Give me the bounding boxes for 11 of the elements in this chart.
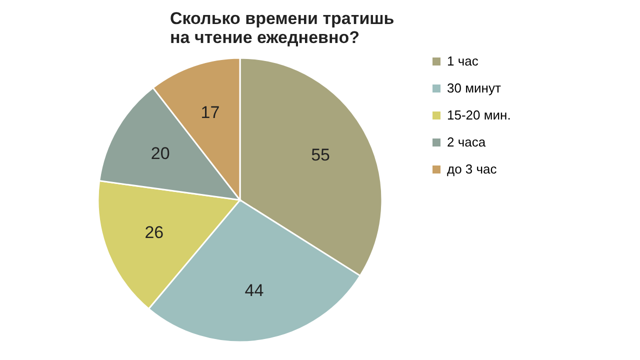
legend-label: до 3 час xyxy=(447,162,498,176)
chart-title: Сколько времени тратишь на чтение ежедневно? xyxy=(170,9,394,47)
data-label: 26 xyxy=(144,223,164,242)
data-label: 44 xyxy=(244,280,264,300)
legend-label: 2 часа xyxy=(447,134,486,150)
legend-label: 30 минут xyxy=(447,80,501,96)
legend-label: 15-20 мин. xyxy=(447,108,511,122)
data-label: 20 xyxy=(150,144,170,163)
legend-label: 1 час xyxy=(447,54,479,68)
data-label: 17 xyxy=(200,102,220,122)
data-label: 55 xyxy=(311,146,330,165)
